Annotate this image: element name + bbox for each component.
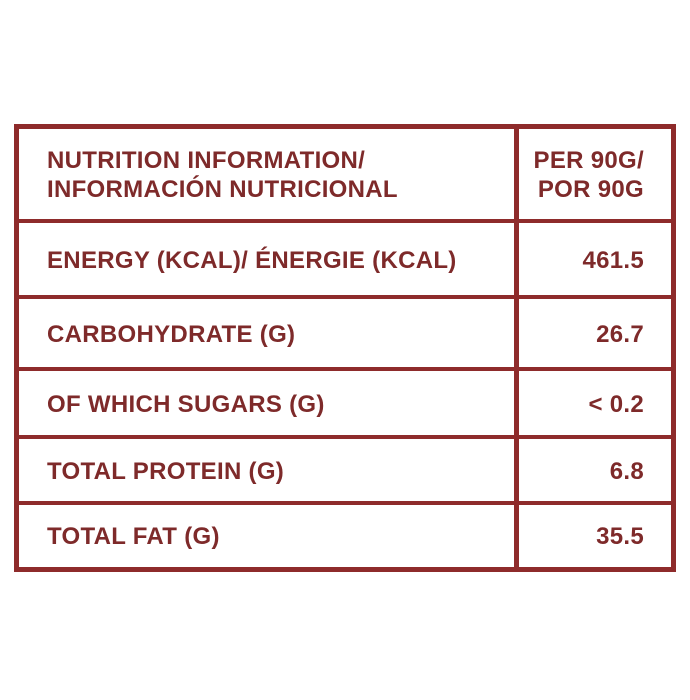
row-divider — [19, 367, 671, 371]
header-cell: NUTRITION INFORMATION/INFORMACIÓN NUTRIC… — [47, 129, 507, 221]
value-text: 26.7 — [596, 320, 644, 348]
value-text: 35.5 — [596, 522, 644, 550]
nutrient-value: 35.5 — [524, 505, 644, 567]
column-divider — [514, 129, 519, 567]
header-cell: PER 90G/POR 90G — [524, 129, 644, 221]
nutrition-table: NUTRITION INFORMATION/INFORMACIÓN NUTRIC… — [14, 124, 676, 572]
label-text: OF WHICH SUGARS (G) — [47, 390, 325, 418]
label-text: ENERGY (KCAL)/ ÉNERGIE (KCAL) — [47, 246, 457, 274]
row-divider — [19, 219, 671, 223]
nutrient-value: 6.8 — [524, 439, 644, 503]
nutrient-value: < 0.2 — [524, 371, 644, 437]
label-text: CARBOHYDRATE (G) — [47, 320, 296, 348]
row-divider — [19, 295, 671, 299]
nutrient-label: CARBOHYDRATE (G) — [47, 299, 507, 369]
row-divider — [19, 501, 671, 505]
nutrient-value: 26.7 — [524, 299, 644, 369]
nutrient-label: TOTAL PROTEIN (G) — [47, 439, 507, 503]
nutrient-label: TOTAL FAT (G) — [47, 505, 507, 567]
nutrient-label: OF WHICH SUGARS (G) — [47, 371, 507, 437]
row-divider — [19, 435, 671, 439]
header-text: POR 90G — [537, 176, 644, 203]
value-text: < 0.2 — [588, 390, 644, 418]
label-text: TOTAL PROTEIN (G) — [47, 457, 285, 485]
header-text: INFORMACIÓN NUTRICIONAL — [47, 176, 398, 203]
label-text: TOTAL FAT (G) — [47, 522, 220, 550]
nutrient-value: 461.5 — [524, 223, 644, 297]
header-text: NUTRITION INFORMATION/ — [47, 147, 366, 174]
nutrient-label: ENERGY (KCAL)/ ÉNERGIE (KCAL) — [47, 223, 507, 297]
value-text: 6.8 — [609, 457, 644, 485]
value-text: 461.5 — [582, 246, 644, 274]
header-text: PER 90G/ — [533, 147, 644, 174]
